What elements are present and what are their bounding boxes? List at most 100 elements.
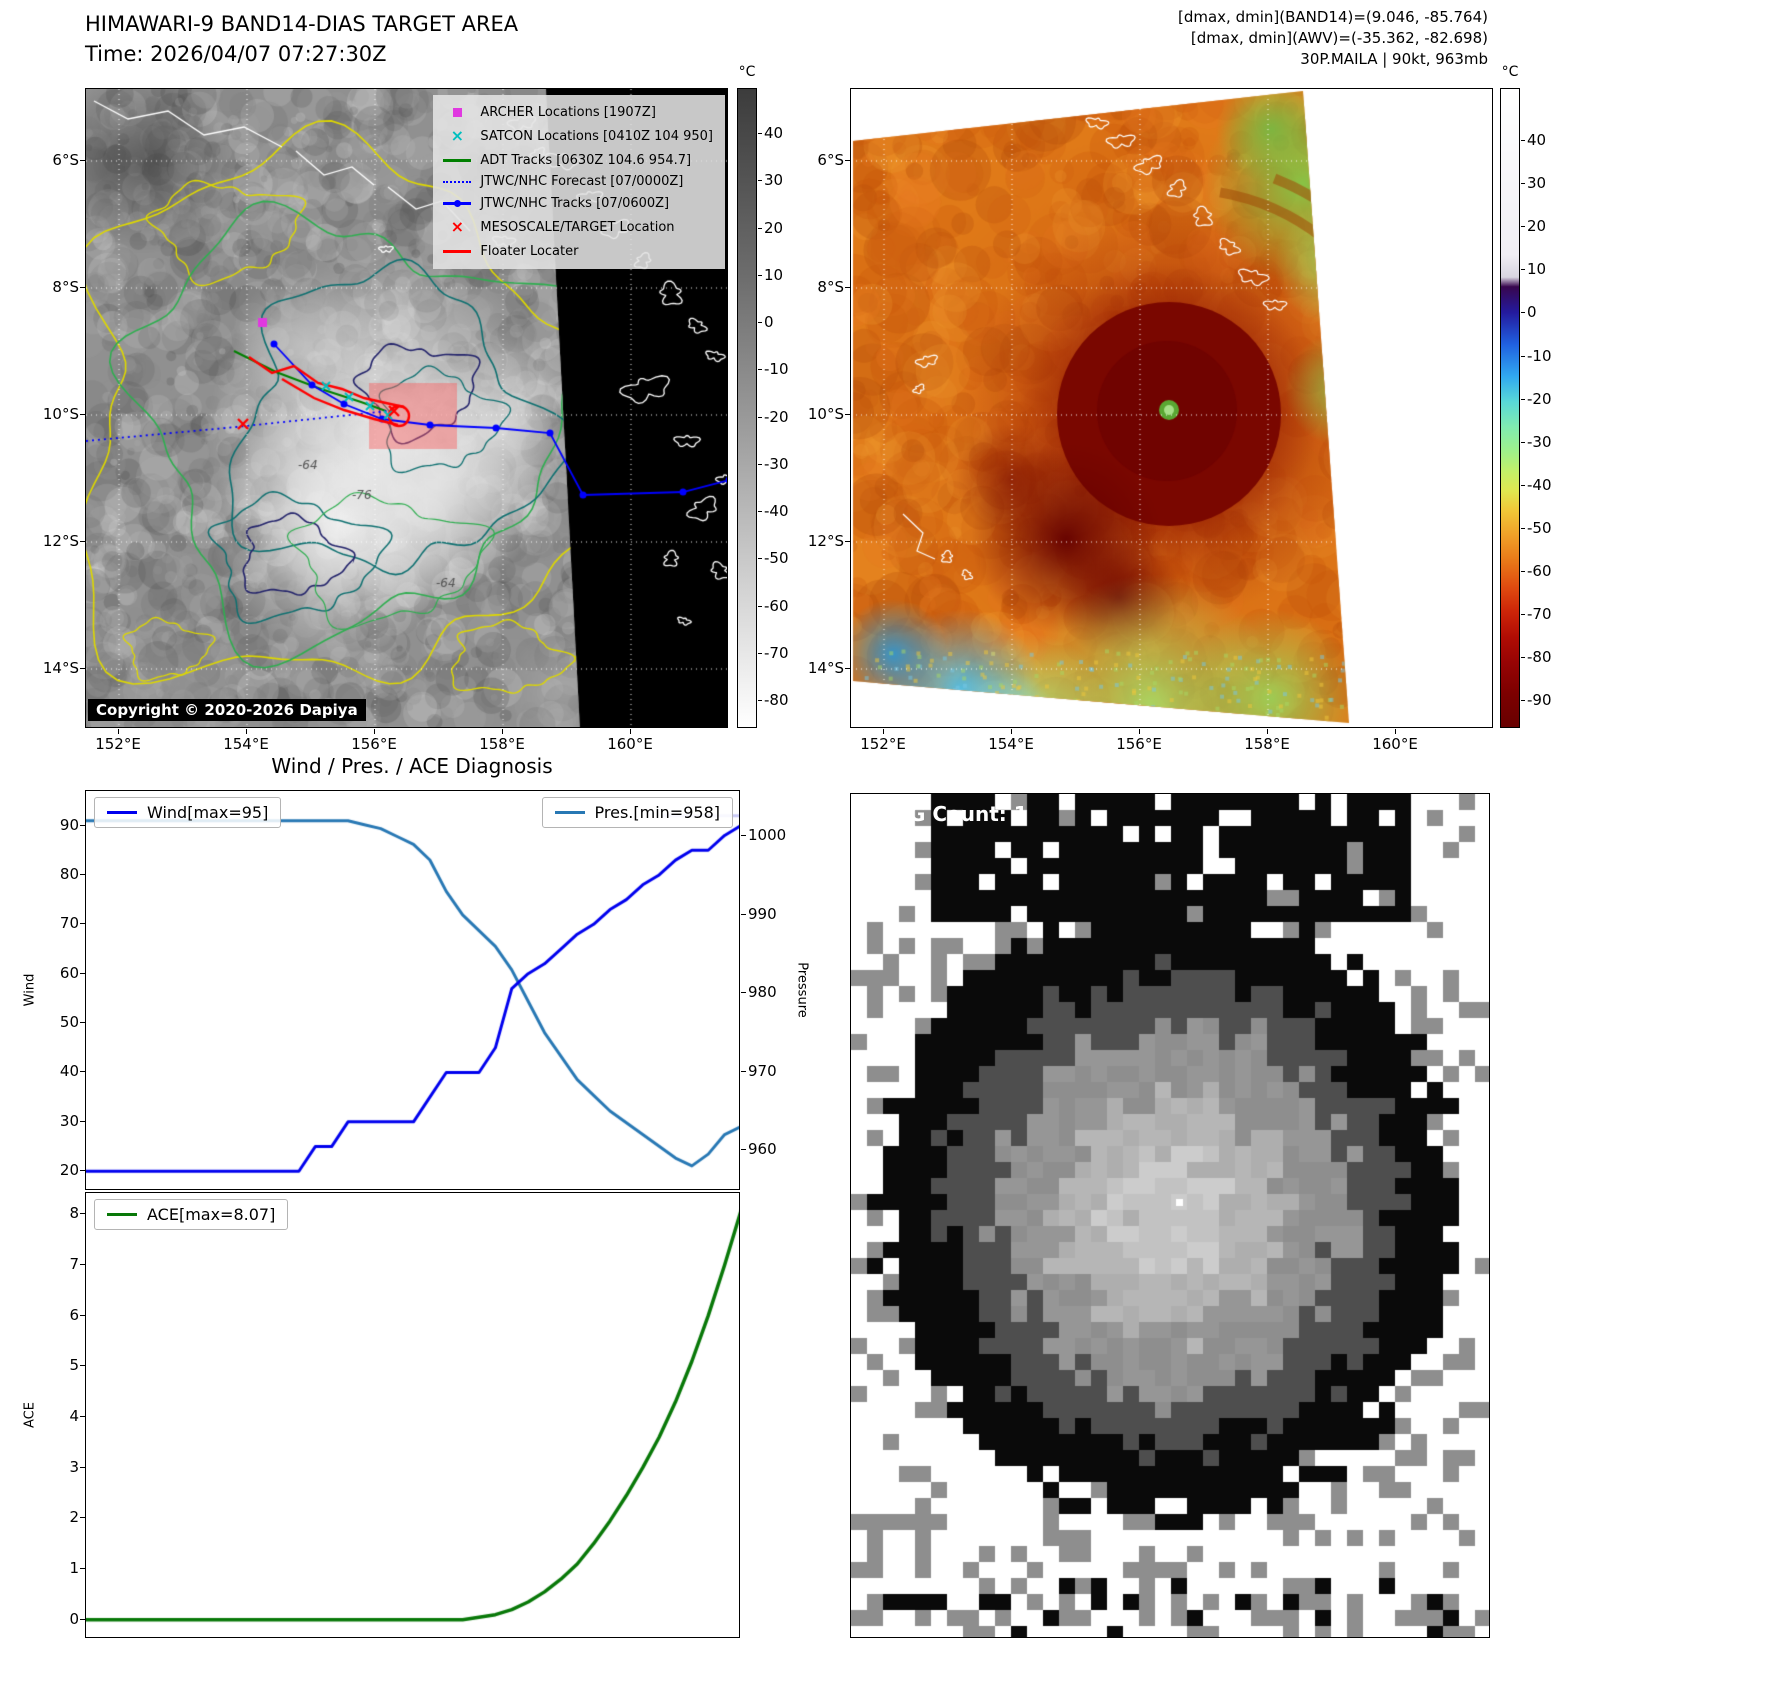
pressure-ytick: 1000	[748, 826, 787, 845]
awv-colorbar-tick: -20	[1527, 389, 1552, 408]
tick-mark	[758, 700, 762, 701]
awv-colorbar-tick: 10	[1527, 260, 1547, 279]
pressure-legend-label: Pres.[min=958]	[594, 803, 720, 822]
pressure-ytick: 980	[748, 983, 777, 1002]
legend-item: ARCHER Locations [1907Z]	[442, 102, 713, 123]
tick-mark	[758, 463, 762, 465]
pressure-ytick: 970	[748, 1061, 777, 1080]
tick-mark	[630, 729, 631, 734]
wind-line-sample	[107, 811, 137, 814]
tick-mark	[1521, 441, 1525, 443]
tick-mark	[1521, 355, 1525, 357]
tick-mark	[1139, 729, 1140, 734]
band14-lat-tick: 8°S	[52, 278, 79, 296]
legend-item: × MESOSCALE/TARGET Location	[442, 214, 713, 240]
pressure-axis-label: Pressure	[794, 962, 810, 1018]
tick-mark	[80, 668, 85, 669]
tick-mark	[1521, 614, 1525, 616]
wmg-panel: WMG Count: 1	[850, 793, 1490, 1638]
legend-item-label: JTWC/NHC Tracks [07/0600Z]	[480, 195, 670, 211]
awv-lon-tick: 152°E	[860, 735, 906, 753]
band14-lon-tick: 152°E	[95, 735, 141, 753]
tick-mark	[80, 1618, 85, 1620]
line-marker-icon	[442, 159, 472, 162]
band14-colorbar-tick: 40	[764, 124, 784, 142]
tick-mark	[883, 729, 884, 734]
tick-mark	[1521, 183, 1525, 185]
band14-colorbar-tick: -80	[764, 691, 789, 709]
wind-ytick: 20	[59, 1161, 79, 1180]
awv-lat-tick: 6°S	[817, 151, 844, 169]
ace-ytick: 5	[69, 1356, 79, 1375]
pressure-legend: Pres.[min=958]	[541, 797, 733, 828]
wmg-count-label: WMG Count: 1	[867, 802, 1028, 826]
tick-mark	[758, 558, 762, 560]
awv-colorbar-unit: °C	[1501, 64, 1519, 80]
band14-colorbar-tick: -50	[764, 549, 789, 568]
band14-lat-tick: 14°S	[42, 659, 79, 677]
tick-mark	[758, 511, 762, 512]
tick-mark	[741, 835, 746, 837]
x-marker-icon: ×	[450, 126, 465, 146]
tick-mark	[758, 605, 762, 607]
wind-ytick: 60	[59, 963, 79, 982]
awv-satellite-canvas	[851, 89, 1492, 727]
wind-ytick: 50	[59, 1013, 79, 1032]
awv-colorbar-tick: -90	[1527, 691, 1552, 710]
pressure-ytick: 960	[748, 1140, 777, 1159]
tick-mark	[80, 1466, 85, 1468]
tick-mark	[845, 160, 850, 161]
ace-ytick: 2	[69, 1508, 79, 1527]
tick-mark	[80, 414, 85, 415]
tick-mark	[246, 729, 247, 734]
tick-mark	[80, 1517, 85, 1519]
diagnosis-title: Wind / Pres. / ACE Diagnosis	[271, 754, 553, 778]
wind-ytick: 90	[59, 815, 79, 834]
dotted-marker-icon	[442, 180, 472, 183]
legend-item-label: ARCHER Locations [1907Z]	[480, 105, 656, 120]
tick-mark	[741, 992, 746, 994]
ace-ytick: 0	[69, 1609, 79, 1628]
tick-mark	[80, 1213, 85, 1215]
wind-pressure-chart: Wind[max=95] Pres.[min=958]	[85, 790, 740, 1190]
tick-mark	[1521, 657, 1525, 659]
band14-colorbar-tick: -70	[764, 643, 789, 662]
legend-item: ADT Tracks [0630Z 104.6 954.7]	[442, 150, 713, 171]
tick-mark	[758, 133, 762, 134]
tick-mark	[1521, 700, 1525, 702]
tick-mark	[80, 1568, 85, 1570]
awv-colorbar-tick: -10	[1527, 346, 1552, 365]
line-dot-marker-icon	[442, 199, 472, 207]
tick-mark	[758, 322, 762, 323]
tick-mark	[80, 1263, 85, 1265]
tick-mark	[741, 1149, 746, 1151]
band14-colorbar-tick: 10	[764, 265, 784, 284]
ace-ytick: 4	[69, 1407, 79, 1425]
tick-mark	[758, 416, 762, 418]
tick-mark	[502, 729, 503, 734]
tick-mark	[80, 972, 85, 974]
legend-item: JTWC/NHC Tracks [07/0600Z]	[442, 193, 713, 214]
tick-mark	[80, 923, 85, 925]
ace-chart: ACE[max=8.07]	[85, 1192, 740, 1638]
tick-mark	[1521, 312, 1525, 314]
ace-legend-label: ACE[max=8.07]	[147, 1205, 276, 1224]
x-marker-icon: ×	[450, 217, 465, 237]
band14-dmax-dmin-text: [dmax, dmin](BAND14)=(9.046, -85.764)	[1177, 8, 1488, 26]
awv-colorbar-tick: -50	[1527, 518, 1552, 537]
tick-mark	[1521, 527, 1525, 529]
tick-mark	[1521, 571, 1525, 572]
ace-ytick: 6	[69, 1305, 79, 1324]
pressure-line-sample	[554, 811, 585, 814]
tick-mark	[741, 913, 746, 915]
legend-item-label: SATCON Locations [0410Z 104 950]	[480, 128, 713, 144]
awv-colorbar-tick: 40	[1527, 131, 1547, 149]
tick-mark	[80, 541, 85, 542]
awv-colorbar-tick: -40	[1527, 475, 1552, 494]
tick-mark	[80, 873, 85, 875]
awv-lat-tick: 10°S	[807, 405, 844, 423]
tick-mark	[80, 1314, 85, 1316]
tick-mark	[80, 160, 85, 161]
storm-summary-text: 30P.MAILA | 90kt, 963mb	[1300, 50, 1488, 68]
